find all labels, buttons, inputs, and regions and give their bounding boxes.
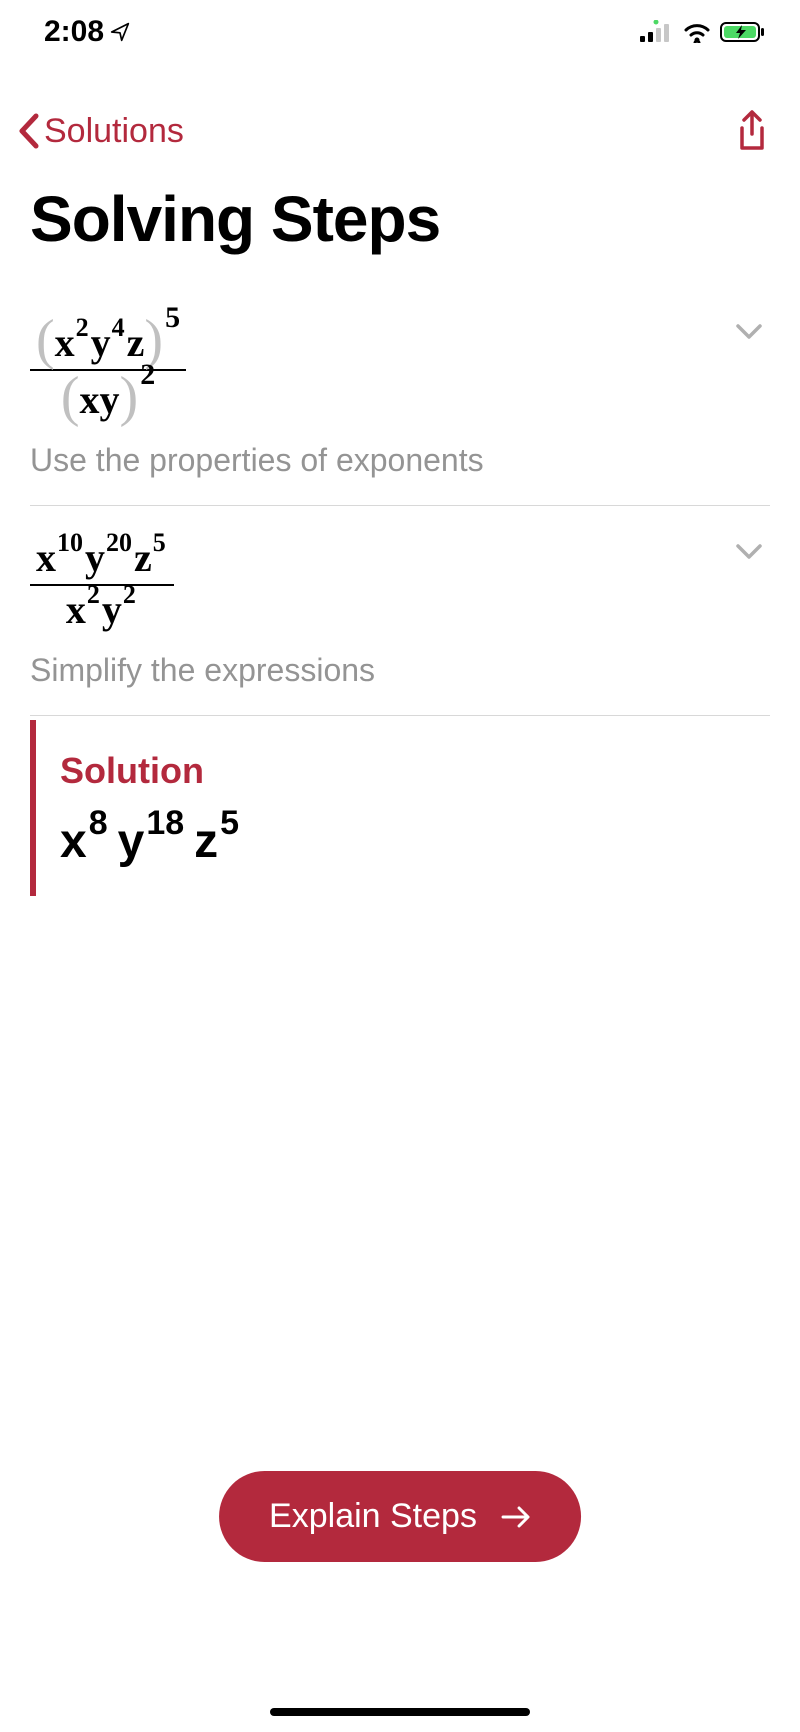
paren-close: ) [120,375,139,420]
steps-container: ( x2 y4 z ) 5 ( x y ) 2 Use the properti… [0,286,800,896]
battery-charging-icon [720,20,766,44]
status-time: 2:08 [44,15,130,49]
arrow-right-icon [501,1505,531,1529]
location-arrow-icon [110,22,130,42]
paren-close: ) [144,318,163,363]
back-button[interactable]: Solutions [16,112,184,151]
explain-steps-button[interactable]: Explain Steps [219,1471,581,1562]
share-icon[interactable] [734,110,770,152]
cellular-icon [638,20,674,44]
step-1-description: Use the properties of exponents [30,442,770,479]
page-title: Solving Steps [0,162,800,286]
step-1-expression: ( x2 y4 z ) 5 ( x y ) 2 [30,316,186,422]
back-label: Solutions [44,112,184,151]
status-right [638,20,766,44]
step-1[interactable]: ( x2 y4 z ) 5 ( x y ) 2 Use the properti… [30,286,770,506]
explain-button-label: Explain Steps [269,1497,477,1536]
step-2-description: Simplify the expressions [30,652,770,689]
solution-label: Solution [60,750,770,792]
status-bar: 2:08 [0,0,800,60]
wifi-icon [682,21,712,43]
chevron-left-icon [16,112,40,150]
paren-open: ( [36,318,55,363]
solution-block: Solution x8 y18 z5 [30,720,770,896]
home-indicator[interactable] [270,1708,530,1716]
chevron-down-icon [734,316,764,346]
chevron-down-icon [734,536,764,566]
solution-expression: x8 y18 z5 [60,818,770,866]
paren-open: ( [61,375,80,420]
step-2[interactable]: x10 y20 z5 x2 y2 Simplify the expression… [30,506,770,716]
step-2-expression: x10 y20 z5 x2 y2 [30,536,174,632]
time-label: 2:08 [44,15,104,49]
nav-bar: Solutions [0,60,800,162]
